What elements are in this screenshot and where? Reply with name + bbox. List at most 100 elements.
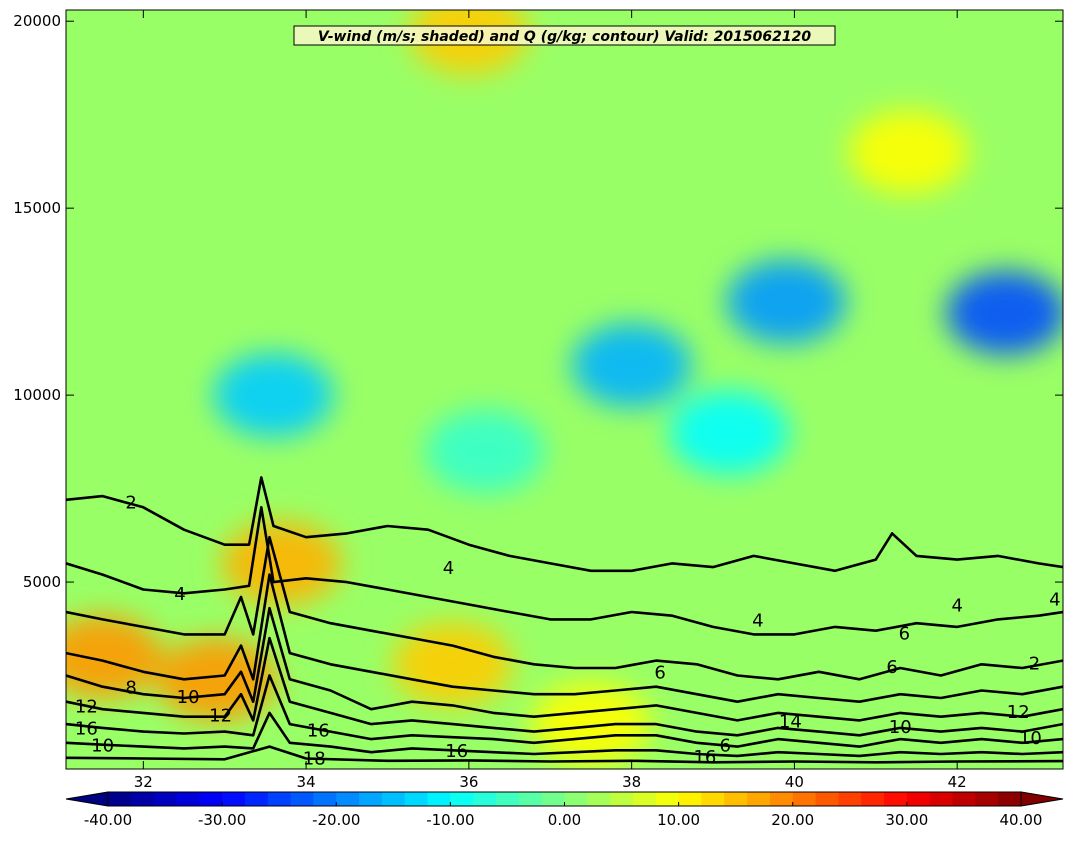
contour-label: 12 <box>75 696 98 717</box>
shaded-field <box>66 10 1063 769</box>
colorbar-segment <box>884 792 908 806</box>
x-axis: 32 34 36 38 40 42 <box>134 10 967 791</box>
colorbar-segment <box>176 792 200 806</box>
y-tick-label: 10000 <box>13 386 61 404</box>
colorbar-segment <box>610 792 634 806</box>
contour-label: 10 <box>1019 728 1042 749</box>
contour-label: 4 <box>174 584 185 605</box>
colorbar-segment <box>678 792 703 806</box>
colorbar-segment <box>108 792 132 806</box>
colorbar-segment <box>952 792 976 806</box>
x-tick-label: 32 <box>134 773 153 791</box>
shade-region <box>946 270 1063 355</box>
contour-label: 6 <box>720 736 731 757</box>
contour-label: 14 <box>779 711 802 732</box>
colorbar-tick-label: 30.00 <box>885 811 928 829</box>
colorbar-extend-low <box>65 791 109 807</box>
colorbar-segment <box>769 792 794 806</box>
colorbar-segment <box>518 792 543 806</box>
colorbar-segment <box>473 792 497 806</box>
colorbar-segment <box>313 792 337 806</box>
colorbar-segment <box>838 792 862 806</box>
contour-label: 10 <box>177 687 200 708</box>
contour-label: 16 <box>445 741 468 762</box>
colorbar-segment <box>906 792 931 806</box>
contour-line <box>66 674 1063 748</box>
shade-region <box>669 390 790 475</box>
colorbar-segment <box>747 792 771 806</box>
chart-title-box: V-wind (m/s; shaded) and Q (g/kg; contou… <box>293 25 836 46</box>
contour-label: 4 <box>951 595 962 616</box>
contour-line <box>66 535 1063 681</box>
contour-label: 2 <box>125 493 136 514</box>
colorbar-segment <box>815 792 839 806</box>
shade-region <box>571 323 692 408</box>
contour-label: 4 <box>1049 590 1060 611</box>
contour-line <box>66 711 1063 758</box>
contour-line <box>66 636 1063 737</box>
colorbar-segment <box>929 792 954 806</box>
colorbar-tick-label: 0.00 <box>548 811 581 829</box>
colorbar-segment <box>861 792 885 806</box>
shade-region <box>530 682 651 767</box>
colorbar-segment <box>381 792 406 806</box>
y-tick-label: 5000 <box>23 573 61 591</box>
x-tick-label: 40 <box>785 773 804 791</box>
shade-region <box>66 614 163 699</box>
colorbar-extend-high <box>1020 791 1064 807</box>
colorbar-segment <box>998 792 1022 806</box>
colorbar-segment <box>724 792 748 806</box>
y-axis: 5000 10000 15000 20000 <box>13 12 1063 591</box>
colorbar-tick-label: -40.00 <box>84 811 132 829</box>
colorbar-segment <box>290 792 315 806</box>
chart-title: V-wind (m/s; shaded) and Q (g/kg; contou… <box>318 29 811 45</box>
contour-label: 10 <box>889 717 912 738</box>
plot-frame <box>65 9 1064 770</box>
contour-line <box>66 506 1063 636</box>
colorbar-segment <box>564 792 588 806</box>
contour-label: 12 <box>1007 702 1030 723</box>
colorbar-segment <box>199 792 223 806</box>
contour-label: 6 <box>654 663 665 684</box>
colorbar-segment <box>267 792 292 806</box>
x-tick-label: 36 <box>459 773 478 791</box>
contour-lines <box>66 476 1063 764</box>
colorbar-segment <box>427 792 451 806</box>
contour-label: 16 <box>307 721 330 742</box>
shade-region <box>848 110 969 195</box>
colorbar-segment <box>222 792 246 806</box>
colorbar-segment <box>359 792 383 806</box>
contour-label: 18 <box>303 749 326 770</box>
colorbar-segment <box>130 792 155 806</box>
x-tick-label: 42 <box>948 773 967 791</box>
colorbar-segment <box>975 792 999 806</box>
contour-label: 16 <box>75 719 98 740</box>
shade-region <box>425 409 546 494</box>
colorbar-segment <box>404 792 429 806</box>
colorbar-segment <box>792 792 817 806</box>
y-tick-label: 20000 <box>13 12 61 30</box>
contour-label: 12 <box>209 706 232 727</box>
contour-line <box>66 745 1063 764</box>
contour-label: 4 <box>443 558 454 579</box>
colorbar: -40.00 -30.00 -20.00 -10.00 0.00 10.00 20.00 30… <box>65 791 1064 829</box>
colorbar-segment <box>632 792 657 806</box>
contour-line <box>66 573 1063 703</box>
colorbar-segment <box>244 792 269 806</box>
colorbar-tick-label: -30.00 <box>198 811 246 829</box>
colorbar-segment <box>587 792 611 806</box>
shade-region <box>221 521 342 606</box>
colorbar-tick-label: 10.00 <box>657 811 700 829</box>
contour-label: 4 <box>752 610 763 631</box>
colorbar-segment <box>496 792 520 806</box>
contour-label: 10 <box>91 736 114 757</box>
contour-line <box>66 476 1063 573</box>
colorbar-tick-label: -10.00 <box>426 811 474 829</box>
colorbar-segment <box>153 792 178 806</box>
contour-label: 8 <box>125 678 136 699</box>
colorbar-segment <box>655 792 680 806</box>
shade-region <box>392 622 513 707</box>
